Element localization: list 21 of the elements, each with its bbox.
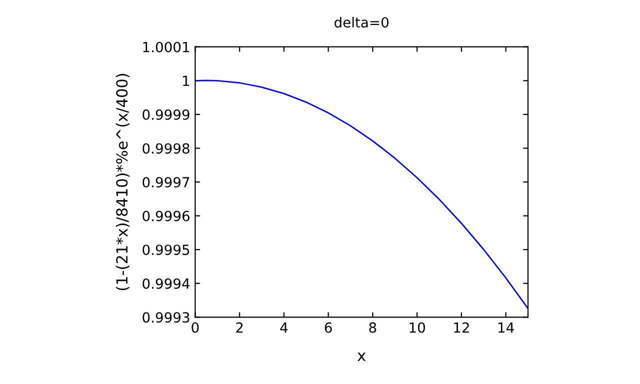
y-tick-label: 0.9997 [142,176,190,188]
y-tick-label: 0.9995 [142,244,190,256]
y-tick-label: 0.9999 [142,109,190,120]
y-tick-label: 1 [183,76,190,86]
y-tick-label: 0.9996 [142,210,190,222]
x-tick-label: 12 [454,322,469,333]
x-tick-label: 0 [192,322,199,333]
y-tick-label: 0.9993 [142,312,190,323]
y-tick-label: 0.9994 [142,278,190,289]
x-tick-label: 4 [280,322,288,333]
x-tick-label: 2 [236,322,243,333]
y-axis-title: (1-(21*x)/8410)*%e^(x/400) [116,74,130,290]
x-tick-label: 10 [410,322,425,333]
x-axis-title: x [358,352,366,361]
y-tick-label: 1.0001 [143,42,190,52]
line-series [195,80,528,310]
x-tick-label: 6 [324,322,332,333]
x-tick-label: 14 [498,322,514,333]
x-tick-label: 8 [369,322,376,333]
chart-title: delta=0 [334,16,388,28]
y-tick-label: 0.9998 [142,143,190,154]
